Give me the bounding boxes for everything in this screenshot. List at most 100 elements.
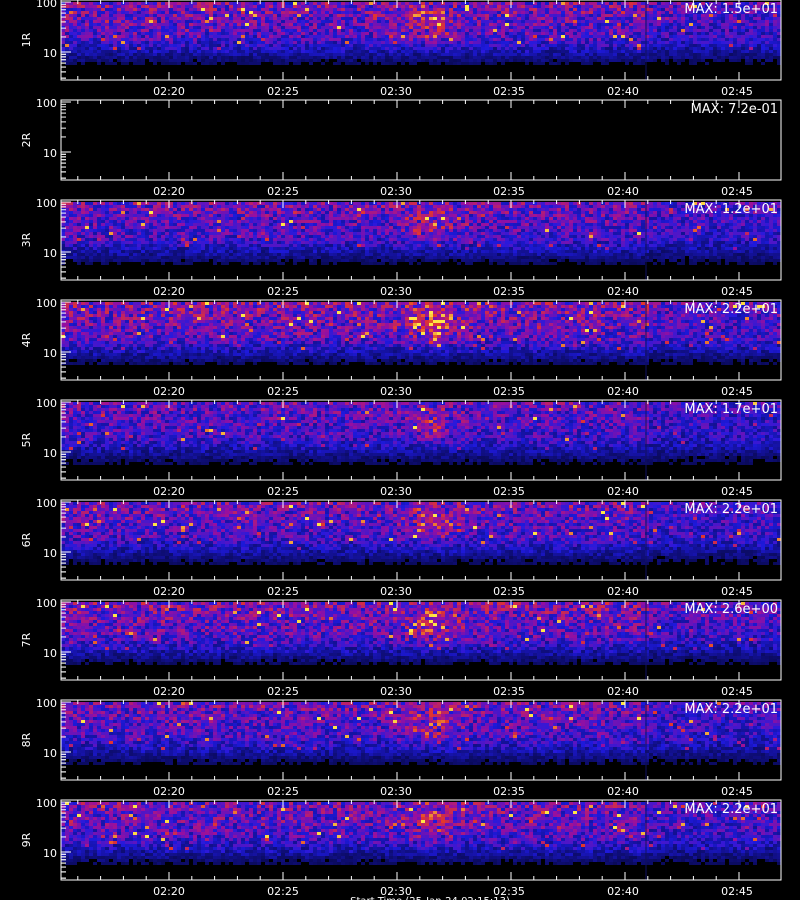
heatmap-cell — [549, 47, 553, 50]
heatmap-cell — [357, 17, 361, 20]
heatmap-cell — [217, 2, 221, 5]
heatmap-cell — [293, 47, 297, 50]
heatmap-cell — [137, 26, 141, 29]
heatmap-cell — [165, 50, 169, 53]
heatmap-cell — [593, 5, 597, 8]
heatmap-cell — [409, 50, 413, 53]
heatmap-cell — [133, 41, 137, 44]
heatmap-cell — [457, 26, 461, 29]
heatmap-cell — [613, 29, 617, 32]
heatmap-cell — [321, 38, 325, 41]
heatmap-cell — [261, 23, 265, 26]
heatmap-cell — [349, 5, 353, 8]
heatmap-cell — [253, 8, 257, 11]
heatmap-cell — [357, 41, 361, 44]
heatmap-cell — [285, 8, 289, 11]
heatmap-cell — [577, 8, 581, 11]
heatmap-cell — [737, 20, 741, 23]
heatmap-cell — [325, 20, 329, 23]
heatmap-cell — [121, 47, 125, 50]
heatmap-cell — [321, 47, 325, 50]
heatmap-cell — [597, 47, 601, 50]
heatmap-cell — [413, 26, 417, 29]
heatmap-cell — [745, 20, 749, 23]
heatmap-cell — [509, 20, 513, 23]
heatmap-cell — [293, 20, 297, 23]
heatmap-cell — [553, 44, 557, 47]
heatmap-cell — [137, 5, 141, 8]
heatmap-cell — [121, 23, 125, 26]
heatmap-cell — [545, 8, 549, 11]
heatmap-cell — [233, 41, 237, 44]
heatmap-cell — [773, 29, 777, 32]
heatmap-cell — [629, 29, 633, 32]
heatmap-cell — [149, 41, 153, 44]
heatmap-cell — [189, 35, 193, 38]
heatmap-cell — [337, 8, 341, 11]
heatmap-cell — [105, 26, 109, 29]
heatmap-cell — [705, 35, 709, 38]
heatmap-cell — [773, 20, 777, 23]
heatmap-cell — [457, 44, 461, 47]
heatmap-cell — [449, 23, 453, 26]
heatmap-cell — [385, 41, 389, 44]
heatmap-cell — [725, 44, 729, 47]
heatmap-cell — [545, 20, 549, 23]
heatmap-cell — [265, 17, 269, 20]
heatmap-cell — [233, 11, 237, 14]
heatmap-cell — [733, 26, 737, 29]
heatmap-cell — [641, 47, 645, 50]
heatmap-cell — [261, 17, 265, 20]
heatmap-cell — [273, 41, 277, 44]
heatmap-cell — [85, 8, 89, 11]
heatmap-cell — [637, 26, 641, 29]
heatmap-cell — [333, 29, 337, 32]
heatmap-cell — [589, 35, 593, 38]
heatmap-cell — [741, 47, 745, 50]
heatmap-cell — [437, 8, 441, 11]
heatmap-cell — [93, 29, 97, 32]
heatmap-cell — [637, 5, 641, 8]
heatmap-cell — [353, 44, 357, 47]
heatmap-cell — [333, 11, 337, 14]
heatmap-cell — [109, 8, 113, 11]
heatmap-cell — [497, 8, 501, 11]
heatmap-cell — [113, 26, 117, 29]
heatmap-cell — [241, 26, 245, 29]
heatmap-cell — [733, 50, 737, 53]
heatmap-cell — [761, 38, 765, 41]
heatmap-cell — [765, 38, 769, 41]
heatmap-cell — [313, 14, 317, 17]
heatmap-cell — [117, 32, 121, 35]
heatmap-cell — [501, 11, 505, 14]
heatmap-cell — [217, 14, 221, 17]
heatmap-cell — [129, 26, 133, 29]
heatmap-cell — [581, 29, 585, 32]
heatmap-cell — [649, 47, 653, 50]
heatmap-cell — [681, 38, 685, 41]
heatmap-cell — [469, 20, 473, 23]
heatmap-cell — [557, 41, 561, 44]
heatmap-cell — [329, 11, 333, 14]
heatmap-cell — [77, 29, 81, 32]
heatmap-cell — [233, 50, 237, 53]
heatmap-cell — [301, 2, 305, 5]
heatmap-cell — [481, 35, 485, 38]
heatmap-cell — [113, 8, 117, 11]
heatmap-cell — [253, 17, 257, 20]
heatmap-cell — [677, 14, 681, 17]
heatmap-cell — [69, 23, 73, 26]
heatmap-cell — [61, 23, 65, 26]
heatmap-cell — [333, 17, 337, 20]
heatmap-cell — [757, 23, 761, 26]
heatmap-cell — [693, 47, 697, 50]
heatmap-cell — [433, 8, 437, 11]
heatmap-cell — [157, 26, 161, 29]
heatmap-cell — [529, 8, 533, 11]
heatmap-cell — [101, 23, 105, 26]
heatmap-cell — [481, 23, 485, 26]
heatmap-cell — [717, 35, 721, 38]
heatmap-cell — [601, 8, 605, 11]
heatmap-cell — [329, 47, 333, 50]
heatmap-cell — [465, 5, 469, 8]
